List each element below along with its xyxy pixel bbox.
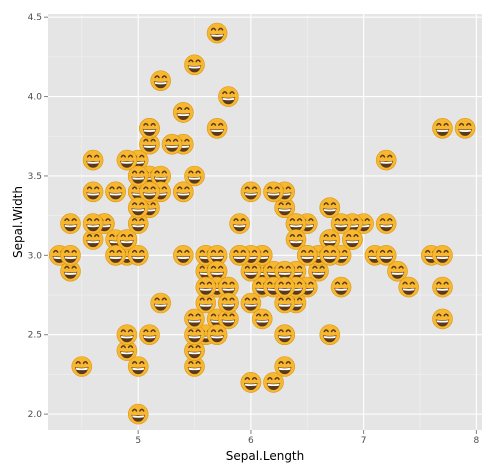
data-point: [218, 292, 239, 314]
data-point: [150, 165, 171, 187]
data-point: [274, 260, 296, 282]
y-tick-label: 4.0: [28, 93, 43, 103]
data-point: [218, 276, 239, 298]
data-point: [274, 324, 296, 346]
data-point: [82, 229, 104, 250]
data-point: [342, 229, 363, 250]
y-tick-label: 2.0: [28, 410, 43, 420]
data-point: [375, 149, 397, 171]
data-point: [150, 70, 171, 91]
data-point: [150, 292, 171, 314]
data-point: [127, 197, 149, 218]
data-point: [60, 213, 81, 234]
data-point: [263, 372, 284, 393]
data-point: [398, 276, 420, 298]
data-point: [263, 181, 284, 203]
data-point: [127, 165, 149, 187]
x-tick-label: 5: [135, 436, 141, 446]
data-points: [48, 22, 476, 425]
data-point: [387, 260, 408, 282]
y-tick-label: 3.5: [28, 172, 42, 182]
data-point: [82, 181, 104, 203]
data-point: [274, 356, 296, 377]
data-point: [105, 245, 126, 266]
data-point: [60, 245, 81, 266]
data-point: [319, 229, 341, 250]
data-point: [432, 276, 453, 298]
data-point: [330, 213, 352, 234]
data-point: [229, 213, 250, 234]
data-point: [116, 229, 138, 250]
data-point: [432, 118, 453, 139]
data-point: [229, 245, 250, 266]
data-point: [218, 308, 239, 330]
data-point: [319, 324, 341, 346]
data-point: [139, 181, 160, 203]
data-point: [296, 245, 318, 266]
data-point: [274, 197, 296, 218]
data-point: [173, 181, 194, 203]
data-point: [173, 245, 194, 266]
y-axis-title: Sepal.Width: [11, 186, 25, 258]
data-point: [206, 118, 228, 139]
data-point: [139, 324, 160, 346]
data-point: [240, 292, 262, 314]
data-point: [274, 276, 296, 298]
x-axis-title: Sepal.Length: [226, 449, 305, 463]
data-point: [240, 260, 262, 282]
data-point: [184, 340, 205, 361]
data-point: [375, 245, 397, 266]
data-point: [127, 356, 149, 377]
data-point: [375, 213, 397, 234]
data-point: [206, 245, 228, 266]
data-point: [71, 356, 93, 377]
data-point: [184, 54, 205, 76]
x-tick-label: 8: [473, 436, 479, 446]
data-point: [195, 276, 217, 298]
data-point: [127, 245, 149, 266]
data-point: [206, 22, 228, 44]
data-point: [161, 133, 183, 155]
data-point: [240, 181, 262, 203]
data-point: [82, 149, 104, 171]
data-point: [116, 340, 138, 361]
data-point: [319, 197, 341, 218]
panel-background: [48, 14, 482, 430]
data-point: [240, 372, 262, 393]
data-point: [218, 86, 239, 107]
x-tick-label: 6: [248, 436, 254, 446]
data-point: [195, 292, 217, 314]
y-tick-label: 3.0: [28, 251, 43, 261]
data-point: [308, 260, 329, 282]
data-point: [173, 102, 194, 123]
data-point: [105, 181, 126, 203]
data-point: [184, 165, 205, 187]
data-point: [206, 324, 228, 346]
data-point: [454, 118, 476, 139]
data-point: [206, 260, 228, 282]
data-point: [116, 324, 138, 346]
data-point: [139, 118, 160, 139]
data-point: [184, 308, 205, 330]
data-point: [251, 308, 273, 330]
axis-ticks: 5 6 7 8 2.0 2.5 3.0 3.5 4.0 4.5: [28, 13, 480, 446]
data-point: [432, 245, 453, 266]
data-point: [319, 245, 341, 266]
y-tick-label: 2.5: [28, 331, 42, 341]
data-point: [330, 276, 352, 298]
data-point: [127, 213, 149, 234]
data-point: [139, 133, 160, 155]
x-tick-label: 7: [361, 436, 367, 446]
data-point: [432, 308, 453, 330]
data-point: [116, 149, 138, 171]
y-tick-label: 4.5: [28, 13, 42, 23]
data-point: [285, 213, 307, 234]
data-point: [82, 213, 104, 234]
data-point: [285, 229, 307, 250]
data-point: [127, 403, 149, 425]
